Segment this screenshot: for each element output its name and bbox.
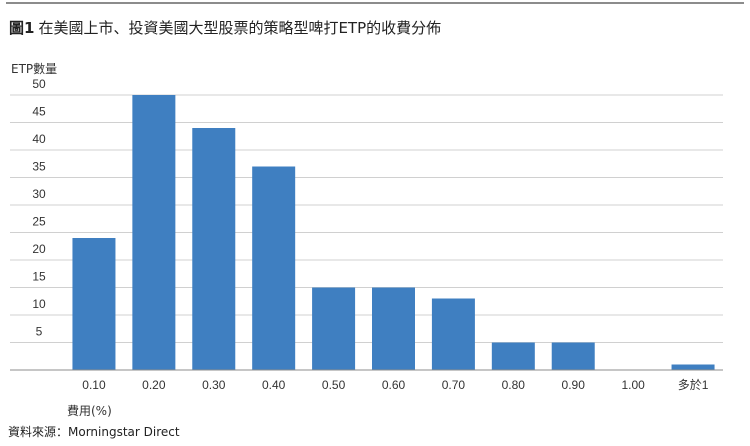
bar-0.20 xyxy=(132,95,176,370)
y-tick-label: 15 xyxy=(32,270,46,284)
grid-lines xyxy=(10,94,723,343)
x-tick-label: 0.50 xyxy=(322,378,346,392)
source-note: 資料來源：Morningstar Direct xyxy=(8,425,180,439)
y-tick-label: 10 xyxy=(32,297,46,311)
bar-0.30 xyxy=(192,128,236,370)
bar-0.10 xyxy=(72,238,116,370)
bar-0.60 xyxy=(372,287,415,370)
bar-0.80 xyxy=(491,342,535,370)
figure-title: 在美國上市、投資美國大型股票的策略型啤打ETP的收費分佈 xyxy=(38,19,442,37)
bar-0.50 xyxy=(312,287,356,370)
bar-0.70 xyxy=(431,298,475,370)
x-tick-label: 0.60 xyxy=(382,378,406,392)
y-tick-label: 25 xyxy=(32,215,46,229)
y-tick-label: 35 xyxy=(32,160,46,174)
x-tick-label: 1.00 xyxy=(621,378,645,392)
bar-0.90 xyxy=(551,342,595,370)
x-tick-label: 0.20 xyxy=(142,378,166,392)
top-rule xyxy=(6,2,744,4)
y-tick-label: 30 xyxy=(32,187,46,201)
x-tick-labels: 0.10 0.20 0.30 0.40 0.50 0.60 0.70 0.80 0.90 1.00… xyxy=(82,377,708,392)
y-tick-label: 50 xyxy=(32,77,46,91)
y-tick-labels: 5 10 15 20 25 30 35 40 45 50 xyxy=(32,77,46,339)
x-tick-label: 多於1 xyxy=(678,377,709,392)
bars xyxy=(72,95,715,370)
figure-number: 圖1 xyxy=(9,19,35,37)
x-axis-title: 費用(%) xyxy=(67,404,112,418)
y-tick-label: 5 xyxy=(36,325,43,339)
y-axis-title: ETP數量 xyxy=(11,62,58,76)
y-tick-label: 45 xyxy=(32,105,46,119)
y-tick-label: 20 xyxy=(32,242,46,256)
x-tick-label: 0.40 xyxy=(262,378,286,392)
y-tick-label: 40 xyxy=(32,132,46,146)
x-tick-label: 0.80 xyxy=(502,378,526,392)
x-tick-label: 0.90 xyxy=(562,378,586,392)
x-tick-label: 0.30 xyxy=(202,378,226,392)
x-tick-label: 0.70 xyxy=(442,378,466,392)
bar-0.40 xyxy=(252,166,296,370)
bar-多於1 xyxy=(671,364,715,370)
chart-title: 圖1 在美國上市、投資美國大型股票的策略型啤打ETP的收費分佈 xyxy=(9,18,441,38)
x-tick-label: 0.10 xyxy=(82,378,106,392)
